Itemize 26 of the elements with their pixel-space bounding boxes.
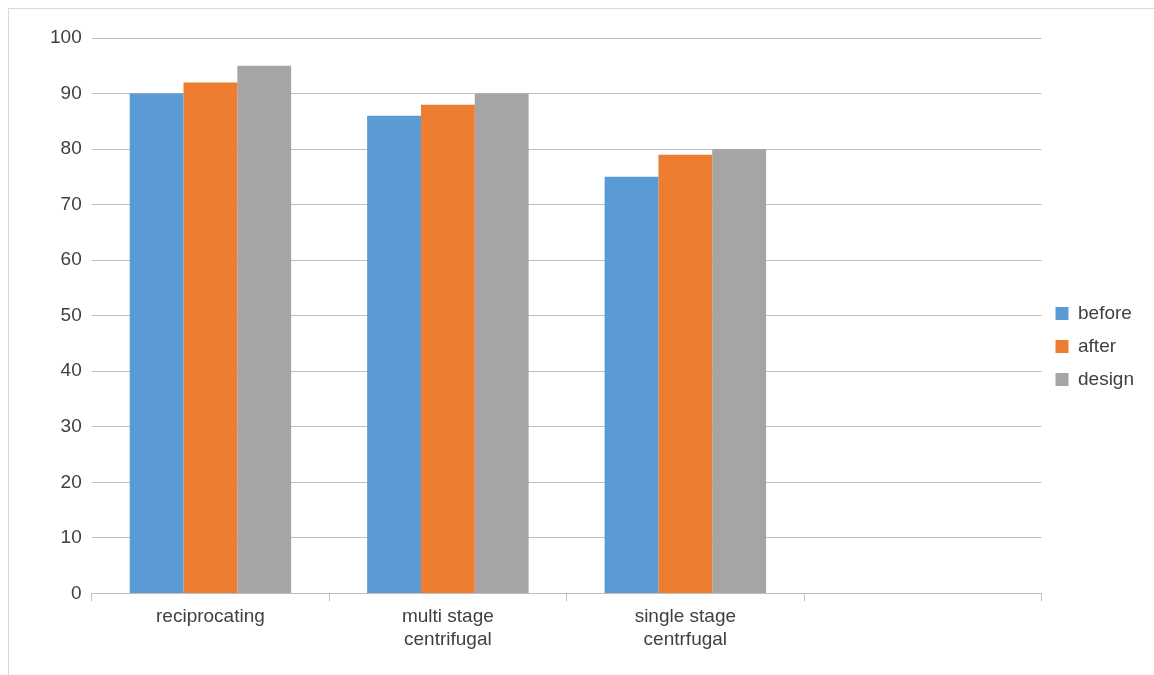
y-tick-label: 50 [60, 303, 82, 325]
bar [237, 65, 292, 593]
bar [712, 149, 767, 593]
y-tick-label: 10 [60, 526, 82, 548]
x-tick-label: multi stage centrifugal [401, 605, 494, 649]
legend-label: before [1078, 301, 1132, 323]
y-tick-label: 0 [71, 581, 82, 603]
legend-label: design [1078, 367, 1135, 389]
y-tick-label: 20 [60, 470, 82, 492]
y-tick-label: 80 [60, 137, 82, 159]
x-tick-label: reciprocating [156, 605, 265, 627]
y-tick-label: 90 [60, 81, 82, 103]
bar [367, 115, 421, 593]
y-tick-label: 30 [60, 415, 82, 437]
legend-label: after [1078, 334, 1117, 356]
bar [183, 82, 238, 593]
bar [420, 104, 475, 593]
y-tick-label: 40 [60, 359, 82, 381]
bar [474, 93, 529, 593]
x-tick-label: single stage centrfugal [634, 605, 737, 649]
y-tick-label: 70 [60, 192, 82, 214]
bar [129, 93, 184, 593]
bar [604, 176, 659, 593]
y-tick-label: 60 [60, 248, 82, 270]
y-tick-label: 100 [50, 26, 82, 48]
bar [658, 154, 713, 593]
